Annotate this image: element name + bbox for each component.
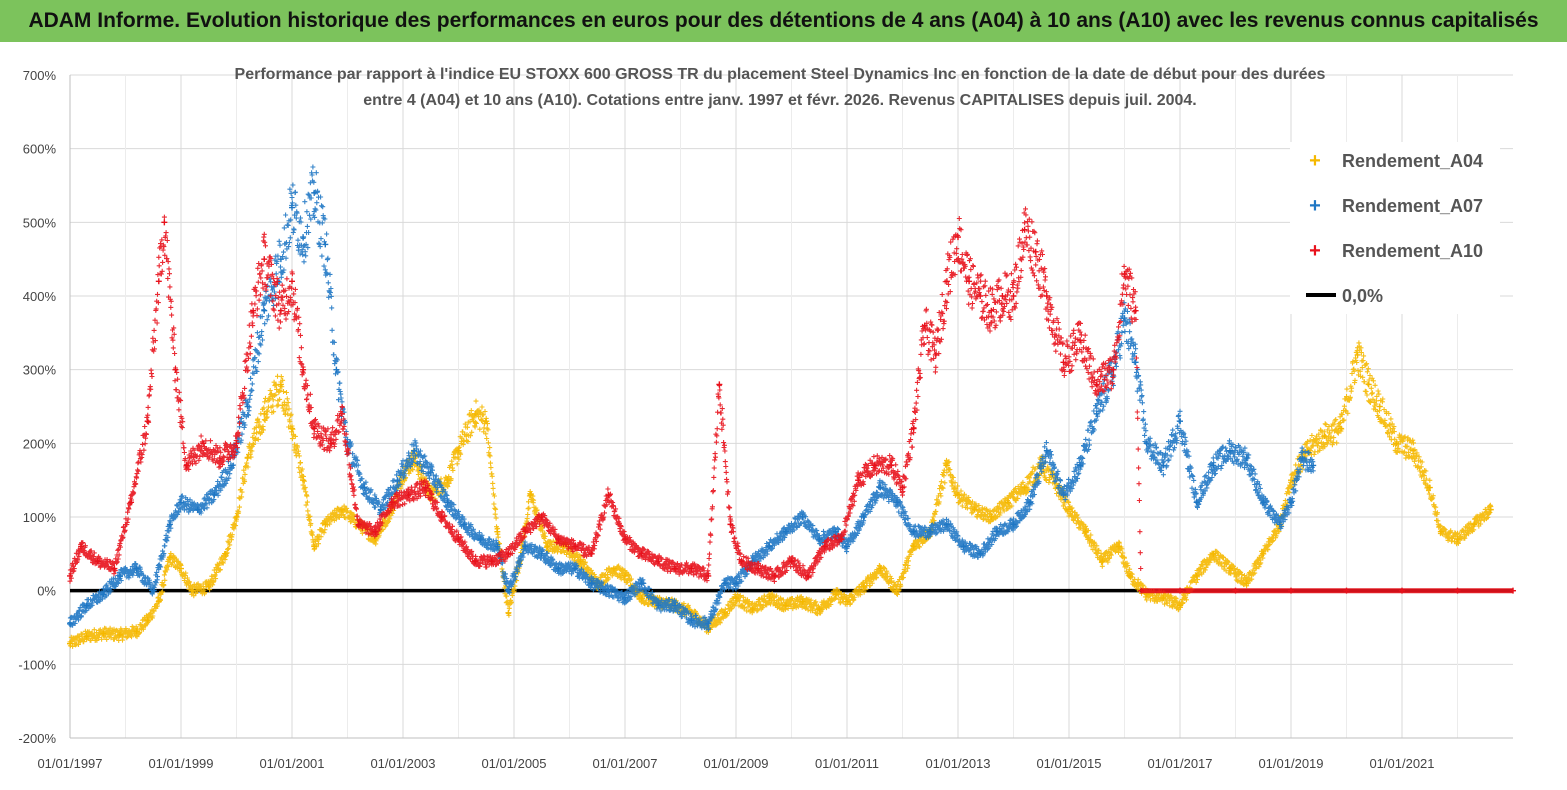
x-tick-label: 01/01/2019 [1258, 756, 1323, 771]
data-points [67, 164, 1516, 649]
y-tick-label: -200% [18, 731, 56, 746]
chart-title-line-1: Performance par rapport à l'indice EU ST… [234, 66, 1326, 83]
y-tick-label: 700% [23, 68, 57, 83]
point-a07 [322, 241, 329, 248]
point-a07 [277, 256, 284, 263]
report-title-banner: ADAM Informe. Evolution historique des p… [0, 0, 1567, 42]
y-tick-label: 500% [23, 215, 57, 230]
point-a10 [1010, 293, 1017, 299]
legend-marker-a04: + [1309, 150, 1321, 172]
legend-item-a04: + Rendement_A04 [1290, 146, 1500, 176]
point-a10 [289, 278, 295, 285]
legend-item-a07: + Rendement_A07 [1290, 191, 1500, 221]
x-tick-label: 01/01/2017 [1147, 756, 1212, 771]
y-tick-label: 100% [23, 510, 57, 525]
x-tick-label: 01/01/2009 [703, 756, 768, 771]
y-tick-label: -100% [18, 657, 56, 672]
y-tick-label: 300% [23, 363, 57, 378]
x-tick-label: 01/01/2001 [259, 756, 324, 771]
legend-marker-a07: + [1309, 195, 1321, 217]
chart-title-line-2: entre 4 (A04) et 10 ans (A10). Cotations… [363, 92, 1197, 109]
legend-label-zero: 0,0% [1342, 286, 1384, 306]
scatter-cloud-a07 [67, 164, 1316, 632]
legend-label-a04: Rendement_A04 [1342, 151, 1484, 171]
x-tick-label: 01/01/2007 [592, 756, 657, 771]
legend-label-a07: Rendement_A07 [1342, 196, 1484, 216]
point-a07 [311, 189, 318, 196]
axes: 700% 600% 500% 400% 300% 200% 100% 0% -100% -200%… [18, 68, 1513, 771]
legend-line-zero [1306, 293, 1336, 297]
scatter-cloud-a04 [67, 340, 1494, 649]
y-tick-label: 200% [23, 436, 57, 451]
legend-item-a10: + Rendement_A10 [1290, 236, 1500, 266]
x-tick-label: 01/01/2015 [1036, 756, 1101, 771]
x-tick-label: 01/01/2005 [481, 756, 546, 771]
x-tick-label: 01/01/1997 [37, 756, 102, 771]
point-a10 [161, 219, 168, 226]
y-tick-label: 0% [37, 584, 56, 599]
legend-item-zero: 0,0% [1290, 281, 1500, 311]
point-a10 [155, 278, 162, 285]
x-tick-label: 01/01/2011 [815, 756, 879, 771]
x-tick-label: 01/01/1999 [148, 756, 213, 771]
legend-marker-a10: + [1309, 240, 1321, 262]
x-tick-label: 01/01/2003 [370, 756, 435, 771]
chart-title: Performance par rapport à l'indice EU ST… [130, 62, 1430, 114]
scatter-cloud-a10 [67, 206, 1516, 594]
x-tick-label: 01/01/2013 [925, 756, 990, 771]
y-tick-label: 600% [23, 142, 57, 157]
point-a10 [261, 256, 268, 263]
legend: + Rendement_A04 + Rendement_A07 + Rendem… [1290, 142, 1500, 314]
y-tick-label: 400% [23, 289, 57, 304]
legend-label-a10: Rendement_A10 [1342, 241, 1484, 261]
x-tick-label: 01/01/2021 [1369, 756, 1434, 771]
